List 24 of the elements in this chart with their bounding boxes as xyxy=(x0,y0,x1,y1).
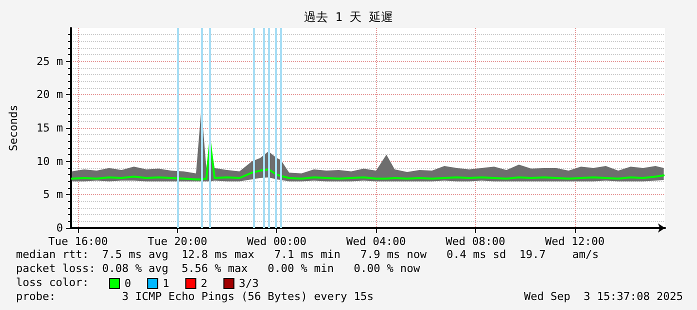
legend-label: 1 xyxy=(162,277,170,290)
y-tick-label: 0 xyxy=(56,222,63,234)
x-tick-label: Tue 20:00 xyxy=(148,235,208,248)
text: packet loss: 0.08 % avg 5.56 % max 0.00 % min 0.00 % now xyxy=(16,262,420,275)
text: Wed Sep 3 15:37:08 2025 xyxy=(524,290,683,303)
x-tick-label: Wed 08:00 xyxy=(446,235,506,248)
legend-label: 0 xyxy=(124,277,132,290)
text: median rtt: 7.5 ms avg 12.8 ms max 7.1 ms min 7.9 ms now 0.4 ms sd 19.7 am/s xyxy=(16,248,599,261)
line-series xyxy=(70,142,665,180)
x-tick-label: Wed 00:00 xyxy=(246,235,307,248)
legend-label: 2 xyxy=(200,277,208,290)
y-tick-label: 25 m xyxy=(36,54,64,68)
legend-label: 3/3 xyxy=(238,277,259,290)
y-axis-title: Seconds xyxy=(7,104,20,152)
y-tick-label: 10 m xyxy=(36,154,64,168)
y-tick-label: 20 m xyxy=(36,88,64,102)
x-tick-label: Tue 16:00 xyxy=(48,235,108,248)
x-tick-label: Wed 12:00 xyxy=(544,235,605,248)
legend-title: loss color: xyxy=(16,276,89,289)
chart-title: 過去 1 天 延遲 xyxy=(304,10,393,24)
x-tick-label: Wed 04:00 xyxy=(346,235,406,248)
y-tick-label: 5 m xyxy=(43,188,64,202)
text: probe: 3 ICMP Echo Pings (56 Bytes) every 15s xyxy=(16,290,374,303)
y-tick-label: 15 m xyxy=(36,122,64,134)
